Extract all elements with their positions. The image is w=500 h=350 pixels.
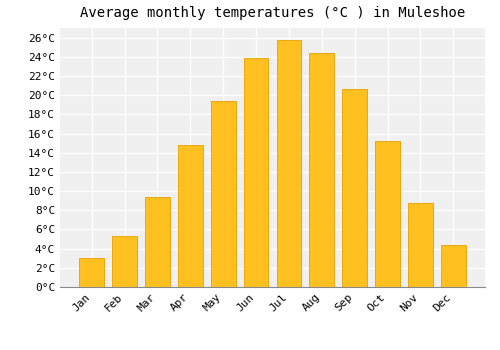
Bar [178, 145, 203, 287]
Bar [80, 258, 104, 287]
Bar [244, 58, 268, 287]
Bar [342, 89, 367, 287]
Bar [408, 203, 433, 287]
Bar [376, 141, 400, 287]
Bar [211, 101, 236, 287]
Title: Average monthly temperatures (°C ) in Muleshoe: Average monthly temperatures (°C ) in Mu… [80, 6, 465, 20]
Bar [112, 236, 137, 287]
Bar [441, 245, 466, 287]
Bar [310, 53, 334, 287]
Bar [276, 40, 301, 287]
Bar [145, 197, 170, 287]
